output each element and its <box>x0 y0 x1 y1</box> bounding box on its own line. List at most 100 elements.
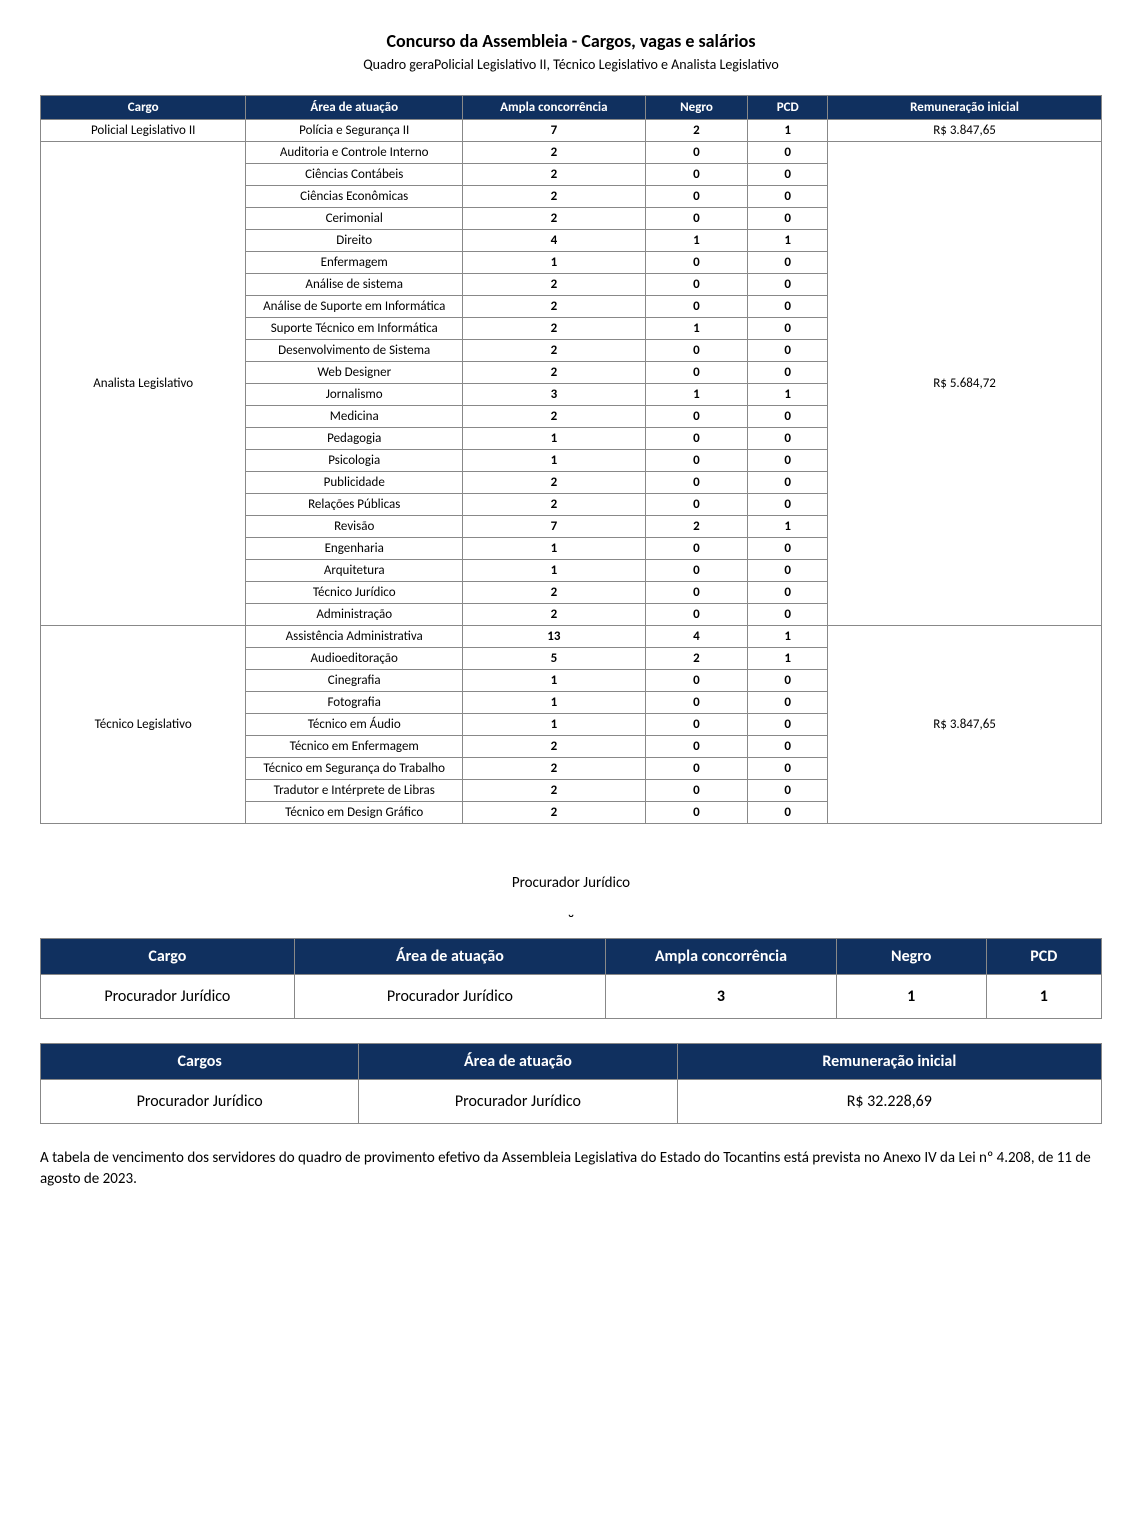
column-header: Ampla concorrência <box>463 96 646 120</box>
section2-title: Procurador Jurídico <box>40 874 1102 892</box>
cell: Procurador Jurídico <box>359 1080 677 1124</box>
negro-cell: 2 <box>645 516 748 538</box>
page-title: Concurso da Assembleia - Cargos, vagas e… <box>40 30 1102 52</box>
footnote: A tabela de vencimento dos servidores do… <box>40 1148 1102 1190</box>
column-header: Remuneração inicial <box>828 96 1102 120</box>
negro-cell: 0 <box>645 186 748 208</box>
negro-cell: 0 <box>645 780 748 802</box>
area-cell: Fotografia <box>246 692 463 714</box>
table-row: Analista LegislativoAuditoria e Controle… <box>41 142 1102 164</box>
ampla-cell: 2 <box>463 406 646 428</box>
negro-cell: 1 <box>645 318 748 340</box>
negro-cell: 0 <box>645 538 748 560</box>
negro-cell: 4 <box>645 626 748 648</box>
pcd-cell: 0 <box>748 164 828 186</box>
area-cell: Jornalismo <box>246 384 463 406</box>
ampla-cell: 13 <box>463 626 646 648</box>
ampla-cell: 2 <box>463 472 646 494</box>
negro-cell: 0 <box>645 296 748 318</box>
table-row: Procurador JurídicoProcurador JurídicoR$… <box>41 1080 1102 1124</box>
ampla-cell: 2 <box>463 758 646 780</box>
ampla-cell: 3 <box>463 384 646 406</box>
pcd-cell: 0 <box>748 450 828 472</box>
ampla-cell: 1 <box>463 252 646 274</box>
area-cell: Engenharia <box>246 538 463 560</box>
pcd-cell: 0 <box>748 406 828 428</box>
negro-cell: 0 <box>645 428 748 450</box>
pcd-cell: 0 <box>748 296 828 318</box>
ampla-cell: 1 <box>463 538 646 560</box>
procurador-vagas-table: CargoÁrea de atuaçãoAmpla concorrênciaNe… <box>40 938 1102 1019</box>
column-header: Área de atuação <box>246 96 463 120</box>
area-cell: Técnico em Segurança do Trabalho <box>246 758 463 780</box>
area-cell: Técnico em Design Gráfico <box>246 802 463 824</box>
ampla-cell: 2 <box>463 296 646 318</box>
column-header: Cargo <box>41 96 246 120</box>
main-table: CargoÁrea de atuaçãoAmpla concorrênciaNe… <box>40 95 1102 824</box>
area-cell: Suporte Técnico em Informática <box>246 318 463 340</box>
negro-cell: 0 <box>645 472 748 494</box>
ampla-cell: 2 <box>463 340 646 362</box>
negro-cell: 0 <box>645 362 748 384</box>
pcd-cell: 0 <box>748 362 828 384</box>
ampla-cell: 2 <box>463 318 646 340</box>
pcd-cell: 0 <box>748 780 828 802</box>
pcd-cell: 1 <box>748 120 828 142</box>
ampla-cell: 4 <box>463 230 646 252</box>
negro-cell: 0 <box>645 164 748 186</box>
negro-cell: 0 <box>645 714 748 736</box>
cell: Procurador Jurídico <box>294 975 605 1019</box>
negro-cell: 0 <box>645 274 748 296</box>
area-cell: Web Designer <box>246 362 463 384</box>
negro-cell: 1 <box>645 230 748 252</box>
area-cell: Ciências Econômicas <box>246 186 463 208</box>
column-header: PCD <box>986 939 1101 975</box>
ampla-cell: 1 <box>463 450 646 472</box>
pcd-cell: 1 <box>748 230 828 252</box>
area-cell: Ciências Contábeis <box>246 164 463 186</box>
area-cell: Administração <box>246 604 463 626</box>
remuneracao-cell: R$ 5.684,72 <box>828 142 1102 626</box>
area-cell: Enfermagem <box>246 252 463 274</box>
pcd-cell: 0 <box>748 318 828 340</box>
column-header: Área de atuação <box>294 939 605 975</box>
ampla-cell: 2 <box>463 362 646 384</box>
ampla-cell: 2 <box>463 780 646 802</box>
area-cell: Cinegrafia <box>246 670 463 692</box>
pcd-cell: 0 <box>748 670 828 692</box>
ampla-cell: 1 <box>463 670 646 692</box>
pcd-cell: 0 <box>748 494 828 516</box>
negro-cell: 0 <box>645 142 748 164</box>
column-header: Remuneração inicial <box>677 1044 1101 1080</box>
procurador-remuneracao-table: CargosÁrea de atuaçãoRemuneração inicial… <box>40 1043 1102 1124</box>
ampla-cell: 7 <box>463 516 646 538</box>
ampla-cell: 2 <box>463 582 646 604</box>
column-header: Área de atuação <box>359 1044 677 1080</box>
column-header: PCD <box>748 96 828 120</box>
ampla-cell: 1 <box>463 560 646 582</box>
pcd-cell: 0 <box>748 472 828 494</box>
cell: Procurador Jurídico <box>41 1080 359 1124</box>
ampla-cell: 2 <box>463 208 646 230</box>
negro-cell: 0 <box>645 252 748 274</box>
negro-cell: 2 <box>645 648 748 670</box>
area-cell: Técnico em Enfermagem <box>246 736 463 758</box>
area-cell: Assistência Administrativa <box>246 626 463 648</box>
negro-cell: 0 <box>645 560 748 582</box>
table-row: Técnico LegislativoAssistência Administr… <box>41 626 1102 648</box>
pcd-cell: 1 <box>748 384 828 406</box>
negro-cell: 0 <box>645 670 748 692</box>
pcd-cell: 0 <box>748 714 828 736</box>
pcd-cell: 0 <box>748 560 828 582</box>
cut-mark: ˘ <box>40 910 1102 932</box>
pcd-cell: 0 <box>748 274 828 296</box>
area-cell: Análise de sistema <box>246 274 463 296</box>
ampla-cell: 2 <box>463 802 646 824</box>
area-cell: Revisão <box>246 516 463 538</box>
ampla-cell: 1 <box>463 428 646 450</box>
area-cell: Auditoria e Controle Interno <box>246 142 463 164</box>
area-cell: Arquitetura <box>246 560 463 582</box>
ampla-cell: 2 <box>463 274 646 296</box>
cell: 1 <box>986 975 1101 1019</box>
negro-cell: 0 <box>645 758 748 780</box>
